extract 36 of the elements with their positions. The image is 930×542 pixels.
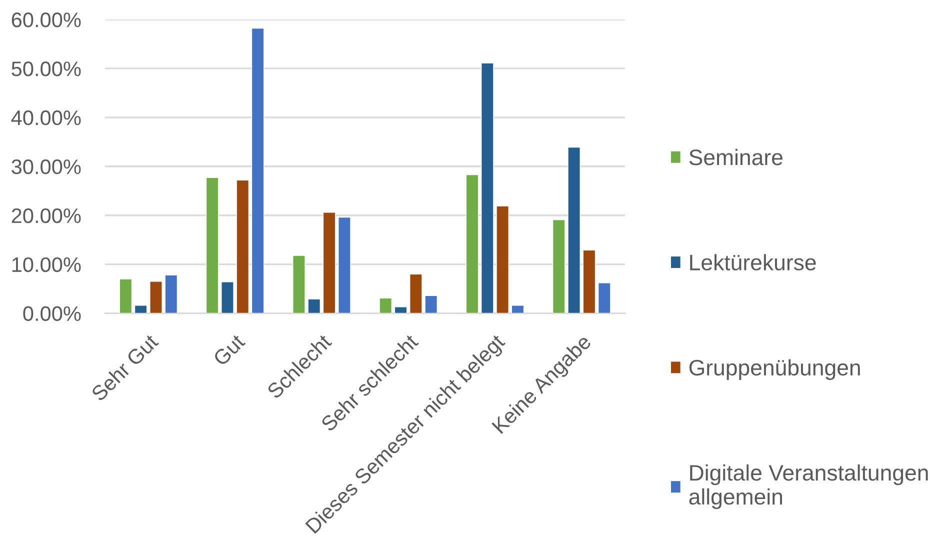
bar <box>379 298 392 314</box>
legend-label: Seminare <box>689 148 782 166</box>
y-tick-label: 0.00% <box>23 306 81 322</box>
bar <box>221 282 234 314</box>
legend-label: Lektürekurse <box>690 254 816 270</box>
bar <box>322 212 336 314</box>
y-tick-label: 60.00% <box>12 12 81 28</box>
bar <box>480 62 494 314</box>
bar <box>251 28 264 314</box>
bar <box>292 255 306 314</box>
bar <box>511 305 524 314</box>
bar <box>582 250 596 314</box>
bar <box>308 298 321 314</box>
legend-label: Gruppenübungen <box>689 359 860 380</box>
x-tick-label: Gut <box>212 333 246 367</box>
bar <box>338 216 351 314</box>
y-tick-label: 30.00% <box>12 159 81 174</box>
bar <box>552 219 566 314</box>
bar <box>466 174 479 314</box>
bar <box>568 146 580 314</box>
legend-label: Digitale Veranstaltungen allgemein <box>689 464 928 510</box>
bar <box>410 274 422 314</box>
y-tick-label: 20.00% <box>12 208 81 224</box>
bar <box>598 282 611 314</box>
bar <box>236 180 250 314</box>
y-tick-label: 50.00% <box>12 61 81 76</box>
bar <box>134 305 148 314</box>
bar <box>164 274 178 314</box>
y-tick-label: 10.00% <box>12 257 81 272</box>
y-tick-label: 40.00% <box>11 110 81 126</box>
bar <box>206 177 219 314</box>
bar <box>496 206 509 314</box>
bar <box>119 278 132 314</box>
bar <box>150 281 162 314</box>
bar <box>394 306 408 314</box>
bar <box>424 295 438 314</box>
